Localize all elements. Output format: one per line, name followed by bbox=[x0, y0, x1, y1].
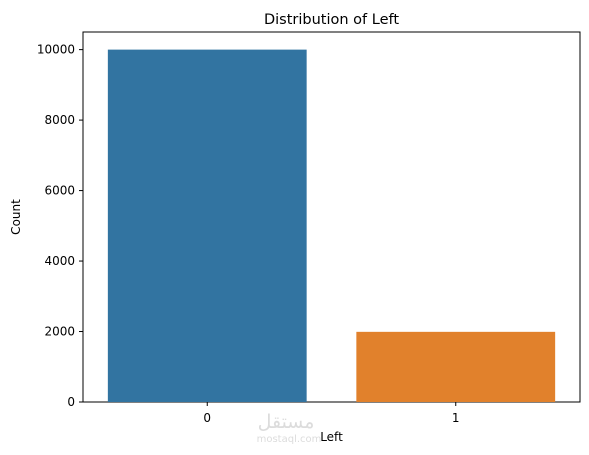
watermark-arabic: مستقل bbox=[258, 411, 315, 433]
y-tick-label-6000: 6000 bbox=[44, 184, 75, 198]
y-tick-label-4000: 4000 bbox=[44, 254, 75, 268]
y-tick-label-8000: 8000 bbox=[44, 113, 75, 127]
x-tick-label-0: 0 bbox=[203, 411, 211, 425]
bar-0 bbox=[107, 49, 307, 402]
x-axis-title: Left bbox=[320, 430, 343, 444]
watermark: مستقل mostaql.com bbox=[257, 411, 322, 445]
watermark-latin: mostaql.com bbox=[257, 434, 322, 445]
y-axis: 0 2000 4000 6000 8000 10000 bbox=[37, 43, 83, 409]
bars bbox=[107, 49, 556, 402]
x-tick-label-1: 1 bbox=[452, 411, 460, 425]
chart-title: Distribution of Left bbox=[264, 12, 399, 28]
bar-1 bbox=[356, 331, 556, 402]
y-tick-label-2000: 2000 bbox=[44, 325, 75, 339]
y-tick-label-0: 0 bbox=[67, 395, 75, 409]
y-axis-title: Count bbox=[9, 199, 23, 235]
y-tick-label-10000: 10000 bbox=[37, 43, 75, 57]
plot-frame bbox=[82, 31, 581, 403]
